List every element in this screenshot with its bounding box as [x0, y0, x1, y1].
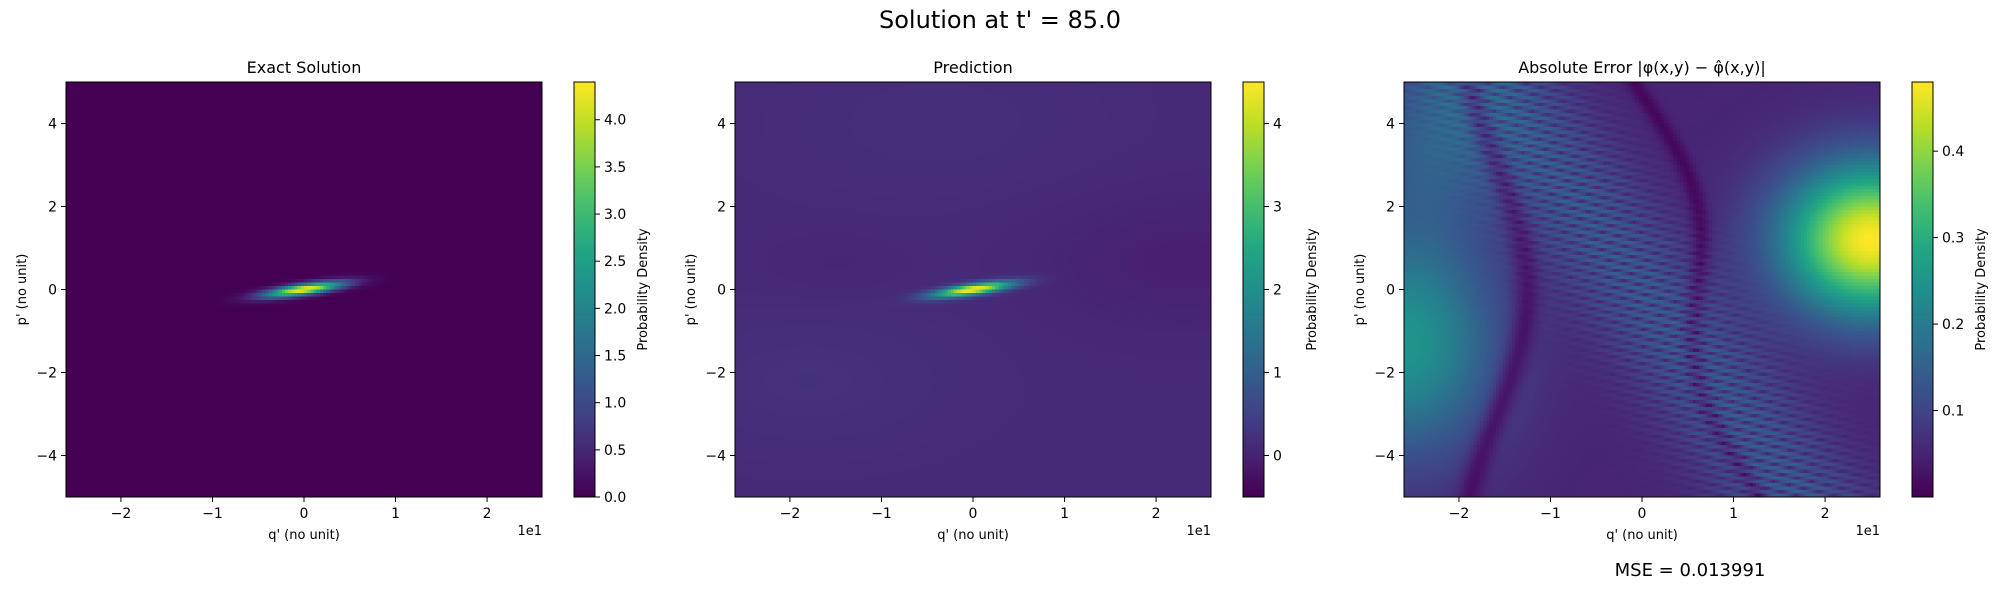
x-tick-label: −2	[1449, 506, 1470, 522]
colorbar-gradient	[1912, 82, 1933, 497]
subplot-title: Exact Solution	[247, 58, 362, 77]
x-tick-label: 2	[1821, 506, 1830, 522]
x-tick-label: −1	[202, 506, 223, 522]
subplot-1: Exact Solution −2 −1 0 1 2 −4 −2 0 2 4 q' (no unit)…	[15, 58, 651, 543]
subplot-title: Prediction	[933, 58, 1012, 77]
x-axis-label: q' (no unit)	[1606, 528, 1678, 543]
colorbar-frame	[1911, 81, 1934, 498]
y-tick-label: −2	[36, 366, 57, 382]
x-tick-label: −1	[1540, 506, 1561, 522]
x-tick-label: 2	[1152, 506, 1161, 522]
colorbar-tick-label: 0.5	[604, 443, 626, 459]
y-axis-label: p' (no unit)	[684, 254, 699, 326]
heatmap-image	[735, 82, 1211, 497]
subplot-2: Prediction −2 −1 0 1 2 −4 −2 0 2 4 q' (no unit) p' (…	[684, 58, 1320, 543]
y-tick-label: −4	[705, 449, 726, 465]
colorbar-label: Probability Density	[636, 228, 651, 351]
colorbar-tick-label: 3.5	[604, 160, 626, 176]
y-tick-label: −2	[1374, 366, 1395, 382]
heatmap-image	[66, 82, 542, 497]
y-axis-label: p' (no unit)	[15, 254, 30, 326]
subplot-3: Absolute Error |φ(x,y) − φ̂(x,y)| −2 −1 0 1 2…	[1353, 58, 1989, 543]
x-offset-text: 1e1	[517, 524, 542, 539]
x-axis-label: q' (no unit)	[937, 528, 1009, 543]
x-tick-label: 1	[391, 506, 400, 522]
colorbar-tick-label: 1.5	[604, 349, 626, 365]
x-offset-text: 1e1	[1186, 524, 1211, 539]
y-tick-label: 4	[1386, 117, 1395, 133]
colorbar-label: Probability Density	[1974, 228, 1989, 351]
y-tick-label: −2	[705, 366, 726, 382]
y-tick-label: 2	[1386, 200, 1395, 216]
x-tick-label: 1	[1060, 506, 1069, 522]
colorbar-tick-label: 0.0	[604, 490, 626, 506]
colorbar-label: Probability Density	[1305, 228, 1320, 351]
colorbar-frame	[573, 81, 596, 498]
colorbar-tick-label: 0.2	[1942, 317, 1964, 333]
figure-title: Solution at t' = 85.0	[879, 6, 1121, 34]
colorbar-gradient	[574, 82, 595, 497]
y-tick-label: 0	[717, 283, 726, 299]
mse-label: MSE = 0.013991	[1614, 560, 1766, 581]
y-axis-label: p' (no unit)	[1353, 254, 1368, 326]
x-tick-label: −1	[871, 506, 892, 522]
colorbar-tick-label: 3.0	[604, 207, 626, 223]
y-tick-label: 0	[48, 283, 57, 299]
colorbar-tick-label: 1.0	[604, 396, 626, 412]
x-tick-label: 0	[969, 506, 978, 522]
colorbar-tick-label: 0.3	[1942, 231, 1964, 247]
colorbar-tick-label: 0	[1273, 449, 1282, 465]
y-tick-label: 2	[48, 200, 57, 216]
colorbar-tick-label: 4	[1273, 117, 1282, 133]
colorbar-tick-label: 2.5	[604, 254, 626, 270]
x-tick-label: −2	[111, 506, 132, 522]
y-tick-label: 4	[717, 117, 726, 133]
y-tick-label: 4	[48, 117, 57, 133]
colorbar-gradient	[1243, 82, 1264, 497]
x-offset-text: 1e1	[1855, 524, 1880, 539]
x-tick-label: 0	[300, 506, 309, 522]
colorbar-tick-label: 3	[1273, 200, 1282, 216]
subplot-title: Absolute Error |φ(x,y) − φ̂(x,y)|	[1518, 58, 1766, 77]
colorbar-tick-label: 2.0	[604, 301, 626, 317]
x-tick-label: −2	[780, 506, 801, 522]
y-tick-label: 2	[717, 200, 726, 216]
y-tick-label: −4	[36, 449, 57, 465]
y-tick-label: 0	[1386, 283, 1395, 299]
x-tick-label: 2	[483, 506, 492, 522]
x-axis-label: q' (no unit)	[268, 528, 340, 543]
colorbar-tick-label: 0.1	[1942, 404, 1964, 420]
colorbar-tick-label: 2	[1273, 283, 1282, 299]
x-tick-label: 1	[1729, 506, 1738, 522]
heatmap-image	[1404, 82, 1880, 497]
y-tick-label: −4	[1374, 449, 1395, 465]
colorbar-tick-label: 4.0	[604, 113, 626, 129]
x-tick-label: 0	[1638, 506, 1647, 522]
colorbar-tick-label: 0.4	[1942, 144, 1964, 160]
colorbar-tick-label: 1	[1273, 366, 1282, 382]
